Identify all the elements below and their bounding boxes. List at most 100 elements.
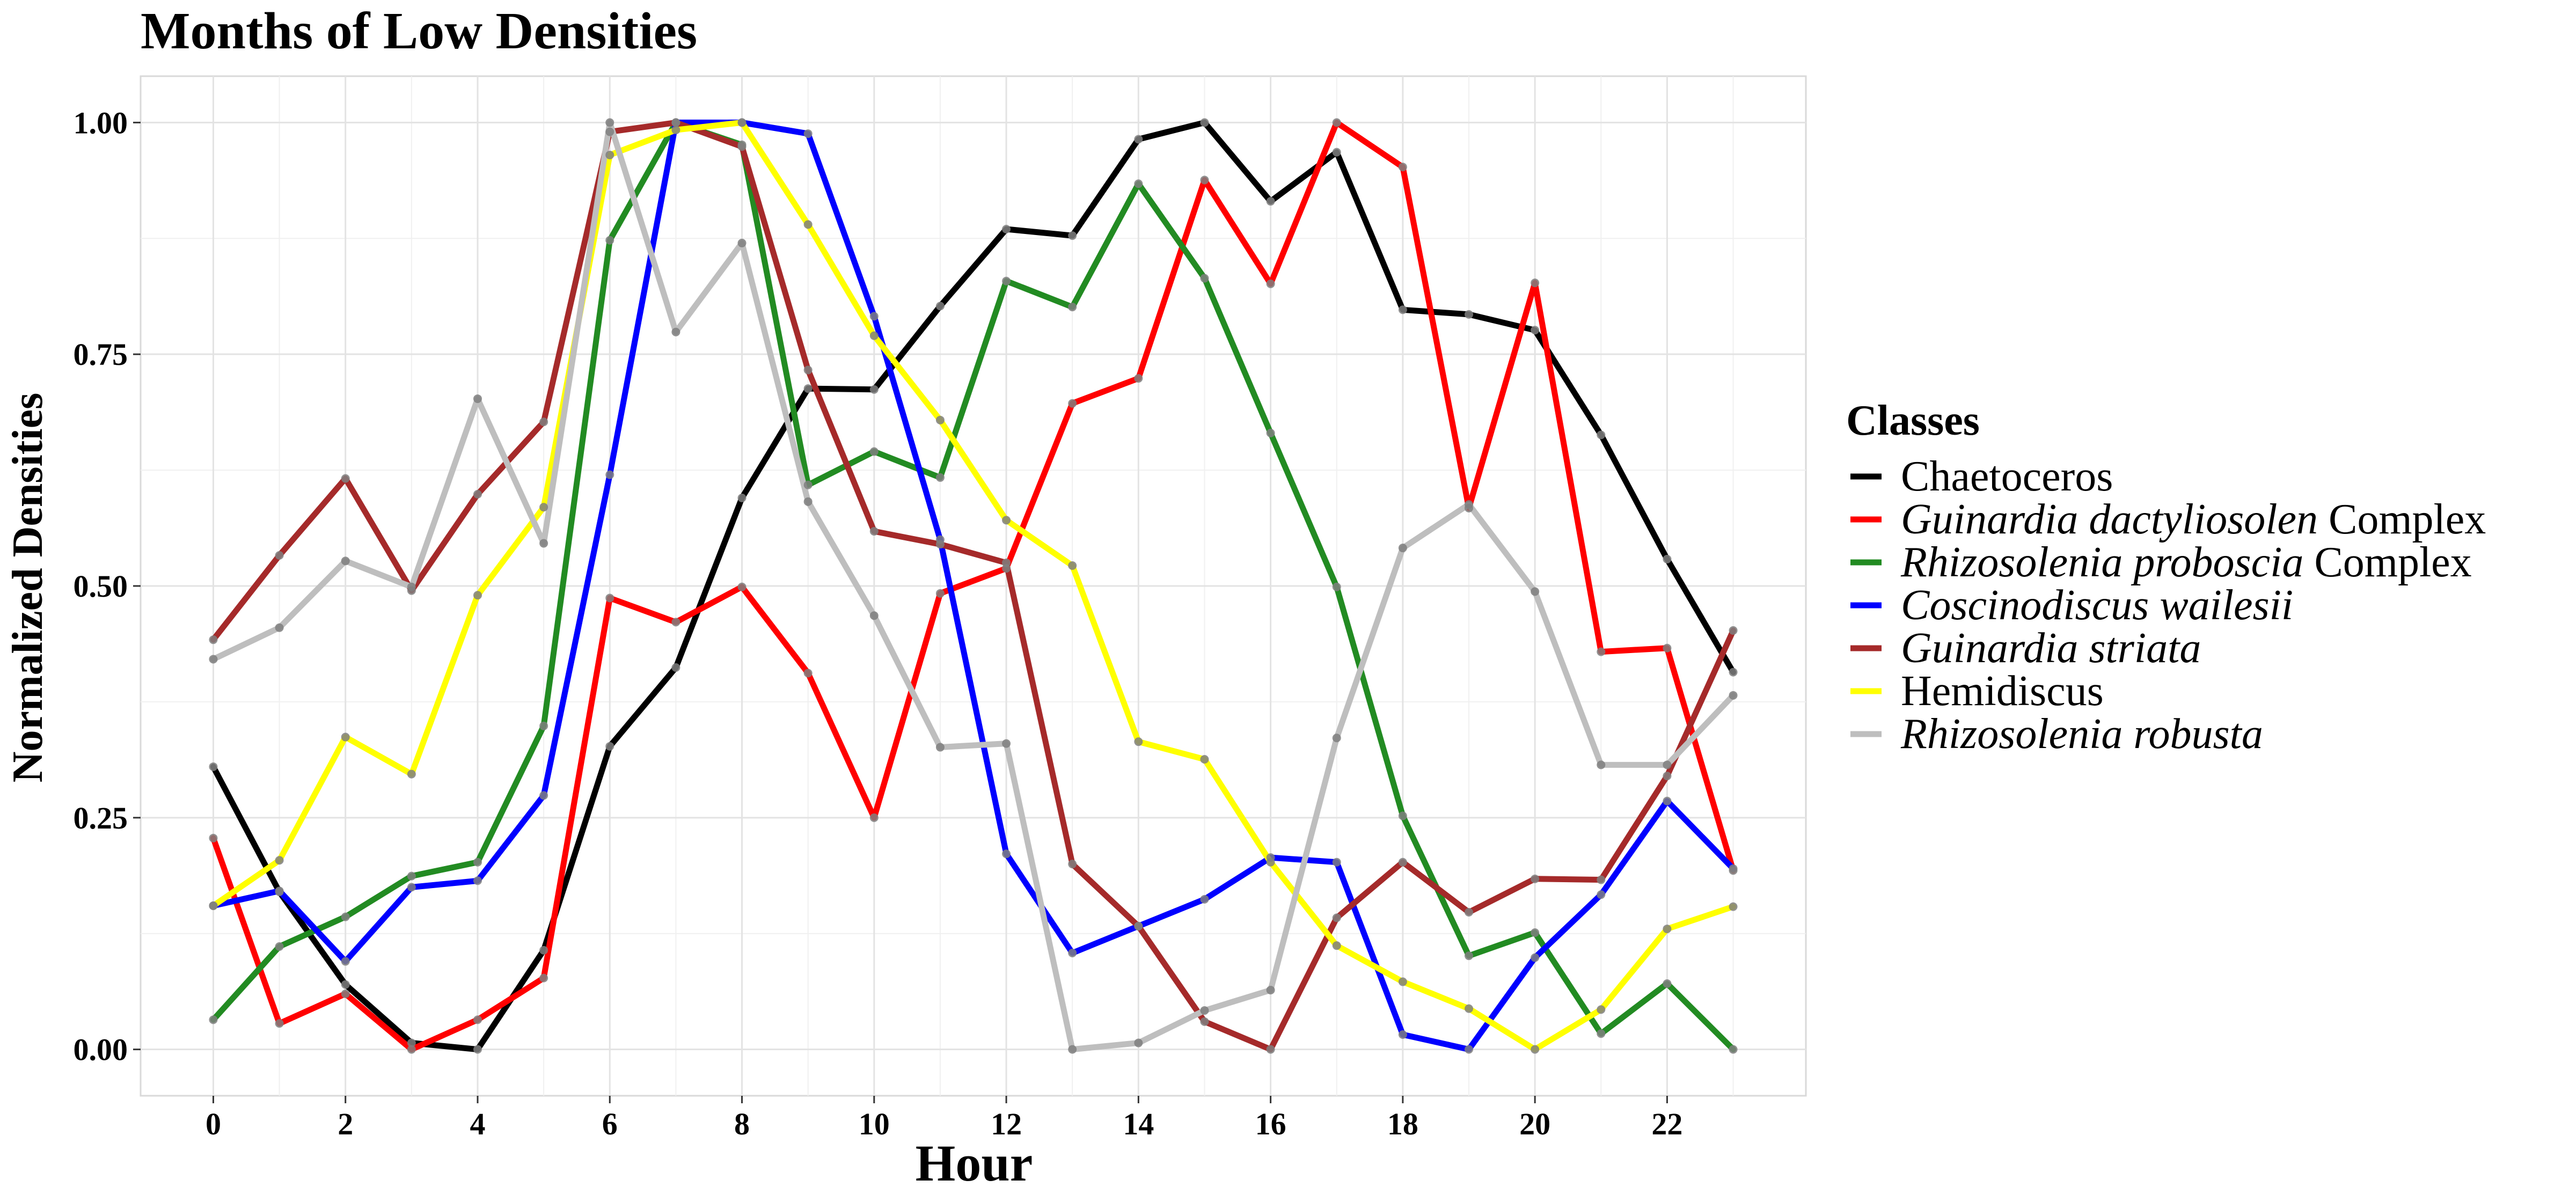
data-point xyxy=(1068,860,1077,869)
legend-label-6: Rhizosolenia robusta xyxy=(1900,710,2263,758)
data-point xyxy=(539,539,548,548)
data-point xyxy=(1200,175,1209,185)
data-point xyxy=(1134,179,1143,188)
data-point xyxy=(1465,951,1474,961)
x-tick-label: 2 xyxy=(338,1106,353,1141)
data-point xyxy=(539,503,548,512)
data-point xyxy=(605,118,614,127)
data-point xyxy=(341,912,350,921)
data-point xyxy=(737,582,747,591)
data-point xyxy=(737,238,747,247)
data-point xyxy=(1002,276,1011,285)
x-axis-ticks: 0 2 4 6 8 10 12 14 16 18 20 22 xyxy=(206,1096,1682,1141)
data-point xyxy=(341,556,350,566)
data-point xyxy=(1134,135,1143,144)
data-point xyxy=(1398,857,1407,867)
data-point xyxy=(605,593,614,603)
legend-label-part: Complex xyxy=(2303,539,2471,586)
data-point xyxy=(1597,760,1606,769)
data-point xyxy=(1134,921,1143,930)
data-point xyxy=(803,497,813,506)
y-tick-label: 1.00 xyxy=(74,105,128,140)
data-point xyxy=(803,365,813,375)
data-point xyxy=(209,655,218,664)
data-point xyxy=(275,856,284,865)
legend-label-0: Chaetoceros xyxy=(1901,453,2113,500)
data-point xyxy=(1134,1038,1143,1047)
data-point xyxy=(1729,691,1738,700)
data-point xyxy=(1332,857,1341,867)
data-point xyxy=(605,742,614,751)
data-point xyxy=(1068,949,1077,957)
x-tick-label: 14 xyxy=(1123,1106,1154,1141)
data-point xyxy=(1663,554,1672,563)
data-point xyxy=(935,743,945,752)
x-tick-label: 0 xyxy=(206,1106,221,1141)
data-point xyxy=(1531,928,1540,937)
data-point xyxy=(1002,849,1011,859)
data-point xyxy=(605,150,614,159)
data-point xyxy=(737,118,747,127)
x-tick-label: 18 xyxy=(1387,1106,1418,1141)
data-point xyxy=(605,127,614,136)
data-point xyxy=(1200,118,1209,127)
data-point xyxy=(1597,890,1606,899)
legend-label-2: Rhizosolenia proboscia Complex xyxy=(1900,539,2472,586)
data-point xyxy=(803,669,813,678)
data-point xyxy=(539,791,548,800)
x-tick-label: 8 xyxy=(734,1106,750,1141)
data-point xyxy=(407,1038,416,1047)
legend-label-1: Guinardia dactyliosolen Complex xyxy=(1901,496,2486,543)
data-point xyxy=(1200,895,1209,904)
data-point xyxy=(341,474,350,483)
data-point xyxy=(1597,1005,1606,1014)
data-point xyxy=(1663,643,1672,653)
data-point xyxy=(473,1015,482,1024)
data-point xyxy=(935,473,945,482)
x-tick-label: 10 xyxy=(859,1106,890,1141)
data-point xyxy=(1332,941,1341,950)
legend-label-5: Hemidiscus xyxy=(1901,668,2104,715)
data-point xyxy=(1531,1045,1540,1054)
data-point xyxy=(803,384,813,393)
data-point xyxy=(1266,857,1275,867)
data-point xyxy=(1068,399,1077,408)
data-point xyxy=(1729,864,1738,873)
series-line-2 xyxy=(210,119,1737,1053)
series-line-0 xyxy=(210,119,1737,1053)
legend-label-part: Hemidiscus xyxy=(1901,668,2104,715)
data-point xyxy=(1465,310,1474,319)
data-point xyxy=(1266,279,1275,288)
data-point xyxy=(473,876,482,885)
data-point xyxy=(539,946,548,955)
data-point xyxy=(1002,558,1011,567)
data-point xyxy=(209,635,218,644)
series-line-6 xyxy=(210,119,1737,1053)
series-line-1 xyxy=(210,119,1737,1053)
data-point xyxy=(935,589,945,598)
data-point xyxy=(1200,755,1209,764)
series-line-3 xyxy=(210,119,1737,1053)
legend-label-part: Complex xyxy=(2318,496,2486,543)
data-point xyxy=(407,871,416,881)
data-point xyxy=(275,623,284,632)
data-point xyxy=(671,327,680,336)
data-point xyxy=(869,813,879,822)
series-line-5 xyxy=(210,119,1737,1053)
x-tick-label: 12 xyxy=(991,1106,1022,1141)
data-point xyxy=(539,721,548,730)
data-point xyxy=(1531,953,1540,962)
data-point xyxy=(1597,430,1606,439)
data-point xyxy=(1332,118,1341,127)
data-point xyxy=(1266,197,1275,206)
data-point xyxy=(1663,772,1672,781)
legend-label-part: Guinardia striata xyxy=(1901,625,2201,672)
data-point xyxy=(407,582,416,591)
legend-label-part: Coscinodiscus wailesii xyxy=(1901,582,2293,629)
x-tick-label: 4 xyxy=(470,1106,485,1141)
data-point xyxy=(1531,874,1540,883)
data-point xyxy=(1266,986,1275,995)
data-point xyxy=(341,980,350,989)
x-tick-label: 22 xyxy=(1651,1106,1682,1141)
